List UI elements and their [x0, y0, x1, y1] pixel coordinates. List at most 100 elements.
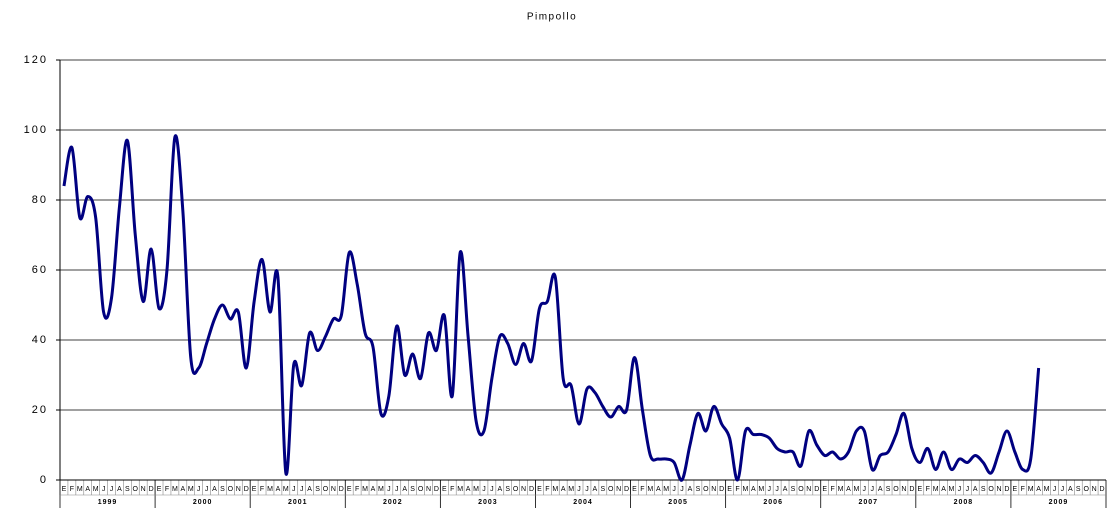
x-tick-label: A — [846, 486, 851, 493]
x-tick-label: S — [315, 486, 320, 493]
year-label: 2003 — [478, 499, 498, 506]
x-tick-label: S — [791, 486, 796, 493]
x-tick-label: E — [347, 486, 352, 493]
x-tick-label: F — [355, 486, 359, 493]
x-tick-label: A — [656, 486, 661, 493]
x-tick-label: D — [1004, 486, 1009, 493]
x-tick-label: N — [331, 486, 336, 493]
x-tick-label: S — [1076, 486, 1081, 493]
x-tick-label: A — [307, 486, 312, 493]
x-tick-label: D — [149, 486, 154, 493]
x-tick-label: F — [640, 486, 644, 493]
x-tick-label: O — [1083, 486, 1089, 493]
x-tick-label: O — [228, 486, 234, 493]
y-tick-label: 120 — [24, 54, 48, 66]
x-tick-label: A — [85, 486, 90, 493]
x-tick-label: D — [624, 486, 629, 493]
x-tick-label: A — [593, 486, 598, 493]
x-tick-label: M — [568, 486, 574, 493]
x-tick-label: J — [292, 486, 296, 493]
x-tick-label: N — [901, 486, 906, 493]
x-tick-label: J — [863, 486, 867, 493]
x-tick-label: D — [1100, 486, 1105, 493]
x-tick-label: D — [434, 486, 439, 493]
x-tick-label: J — [110, 486, 114, 493]
x-tick-label: E — [157, 486, 162, 493]
x-tick-label: E — [917, 486, 922, 493]
x-tick-label: S — [981, 486, 986, 493]
x-tick-label: D — [719, 486, 724, 493]
year-label: 2008 — [954, 499, 974, 506]
year-label: 2007 — [858, 499, 878, 506]
x-tick-label: S — [600, 486, 605, 493]
x-tick-label: N — [521, 486, 526, 493]
x-tick-label: N — [996, 486, 1001, 493]
y-tick-label: 100 — [24, 124, 48, 136]
x-tick-label: M — [743, 486, 749, 493]
x-tick-label: S — [220, 486, 225, 493]
x-tick-label: A — [783, 486, 788, 493]
x-tick-label: S — [410, 486, 415, 493]
x-tick-label: M — [663, 486, 669, 493]
chart-title: Pimpollo — [527, 12, 577, 23]
year-label: 1999 — [98, 499, 118, 506]
x-tick-label: J — [966, 486, 970, 493]
x-tick-label: M — [949, 486, 955, 493]
x-tick-label: J — [775, 486, 779, 493]
x-tick-label: N — [806, 486, 811, 493]
x-tick-label: J — [577, 486, 581, 493]
year-label: 2006 — [763, 499, 783, 506]
x-tick-label: N — [616, 486, 621, 493]
x-tick-label: D — [244, 486, 249, 493]
x-tick-label: M — [362, 486, 368, 493]
x-tick-label: O — [703, 486, 709, 493]
x-tick-label: A — [466, 486, 471, 493]
x-tick-label: M — [457, 486, 463, 493]
x-tick-label: A — [688, 486, 693, 493]
x-tick-label: A — [371, 486, 376, 493]
year-label: 2002 — [383, 499, 403, 506]
x-tick-label: J — [870, 486, 874, 493]
x-tick-label: M — [378, 486, 384, 493]
x-tick-label: J — [300, 486, 304, 493]
x-tick-label: J — [102, 486, 106, 493]
x-tick-label: A — [941, 486, 946, 493]
x-tick-label: J — [490, 486, 494, 493]
x-tick-label: F — [450, 486, 454, 493]
x-tick-label: A — [751, 486, 756, 493]
x-tick-label: S — [886, 486, 891, 493]
x-tick-label: A — [276, 486, 281, 493]
x-tick-label: F — [70, 486, 74, 493]
x-tick-label: M — [93, 486, 99, 493]
y-tick-label: 20 — [32, 404, 48, 416]
x-tick-label: N — [141, 486, 146, 493]
x-tick-label: O — [608, 486, 614, 493]
year-label: 2004 — [573, 499, 593, 506]
x-tick-label: M — [283, 486, 289, 493]
x-tick-label: M — [853, 486, 859, 493]
x-tick-label: J — [1053, 486, 1057, 493]
x-tick-label: D — [339, 486, 344, 493]
x-tick-label: A — [561, 486, 566, 493]
x-tick-label: M — [838, 486, 844, 493]
x-tick-label: F — [735, 486, 739, 493]
x-tick-label: F — [260, 486, 264, 493]
x-tick-label: E — [822, 486, 827, 493]
x-tick-label: O — [133, 486, 139, 493]
x-tick-label: M — [758, 486, 764, 493]
x-tick-label: F — [165, 486, 169, 493]
x-tick-label: M — [552, 486, 558, 493]
x-tick-label: O — [988, 486, 994, 493]
x-tick-label: M — [1028, 486, 1034, 493]
y-tick-label: 0 — [40, 474, 48, 486]
y-tick-label: 80 — [32, 194, 48, 206]
x-tick-label: E — [537, 486, 542, 493]
x-tick-label: A — [973, 486, 978, 493]
x-tick-label: M — [188, 486, 194, 493]
line-series — [62, 134, 1041, 482]
x-tick-label: J — [197, 486, 201, 493]
x-tick-label: D — [814, 486, 819, 493]
year-label: 2009 — [1049, 499, 1069, 506]
x-tick-label: A — [117, 486, 122, 493]
